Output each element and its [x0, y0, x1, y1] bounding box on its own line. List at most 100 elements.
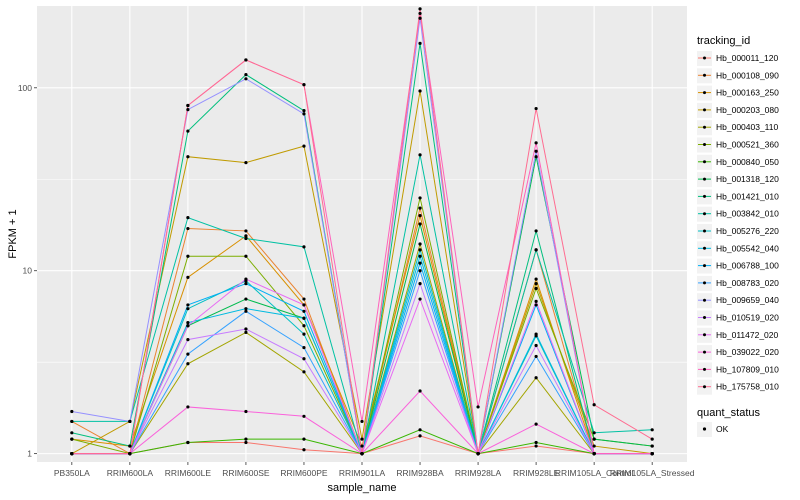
data-point	[418, 261, 422, 265]
legend: tracking_id Hb_000011_120 Hb_000108_090 Hb…	[697, 35, 779, 395]
data-point	[302, 303, 306, 307]
y-axis: 1 10 100	[18, 83, 37, 459]
legend-key	[697, 206, 712, 222]
data-point	[302, 297, 306, 301]
data-point	[650, 428, 654, 432]
legend-label: Hb_000203_080	[716, 105, 779, 115]
data-point	[302, 370, 306, 374]
data-point	[70, 419, 74, 424]
legend-label: Hb_006788_100	[716, 261, 779, 271]
data-point	[186, 307, 190, 311]
data-point	[244, 440, 248, 445]
legend-key	[697, 241, 712, 257]
data-point	[534, 141, 538, 145]
data-point	[302, 245, 306, 249]
y-axis-title: FPKM + 1	[7, 209, 19, 258]
data-point	[418, 214, 422, 218]
legend-key-point	[703, 56, 706, 60]
legend-key	[697, 68, 712, 84]
y-tick-label: 10	[23, 266, 33, 276]
data-point	[418, 297, 422, 301]
data-point	[418, 206, 422, 210]
data-point	[244, 330, 248, 334]
data-point	[70, 452, 74, 456]
data-point	[534, 286, 538, 291]
x-tick-label: RRIM928LE	[513, 468, 560, 478]
data-point	[592, 403, 596, 407]
data-point	[128, 452, 132, 456]
legend-key	[697, 189, 712, 205]
data-point	[534, 422, 538, 426]
data-point	[418, 269, 422, 273]
data-point	[418, 16, 422, 20]
data-point	[302, 357, 306, 361]
x-tick-label: RRIM105LA_Stressed	[610, 468, 695, 478]
data-point	[186, 129, 190, 133]
data-point	[244, 160, 248, 165]
legend-key	[697, 51, 712, 66]
data-point	[302, 316, 306, 320]
data-point	[302, 83, 306, 87]
data-point	[244, 277, 248, 281]
legend2-title: quant_status	[697, 407, 760, 419]
data-point	[244, 282, 248, 286]
data-point	[186, 362, 190, 366]
data-point	[360, 437, 364, 441]
data-point	[128, 419, 132, 424]
data-point	[418, 434, 422, 438]
data-point	[476, 452, 480, 456]
legend-label: Hb_011472_020	[716, 330, 779, 340]
legend-key	[697, 293, 712, 309]
data-point	[534, 444, 538, 448]
data-point	[418, 254, 422, 258]
data-point	[650, 452, 654, 456]
legend-key	[697, 327, 712, 343]
data-point	[418, 389, 422, 393]
y-tick-label: 100	[18, 83, 32, 93]
legend-label: Hb_039022_020	[716, 347, 779, 357]
data-point	[592, 444, 596, 448]
data-point	[418, 196, 422, 200]
data-point	[418, 248, 422, 252]
x-tick-label: RRIM600SE	[222, 468, 270, 478]
legend-label: Hb_000840_050	[716, 157, 779, 167]
data-point	[418, 153, 422, 157]
data-point	[418, 11, 422, 16]
legend-key-point	[703, 298, 706, 302]
legend-label: Hb_175758_010	[716, 382, 779, 392]
data-point	[244, 229, 248, 233]
data-point	[302, 144, 306, 148]
legend-label: Hb_107809_010	[716, 364, 779, 374]
data-point	[186, 405, 190, 409]
data-point	[650, 437, 654, 441]
data-point	[418, 242, 422, 246]
legend2-key-point	[702, 427, 707, 431]
legend-key	[697, 120, 712, 136]
legend-key	[697, 172, 712, 188]
x-tick-label: RRIM600LE	[165, 468, 212, 478]
data-point	[534, 343, 538, 348]
data-point	[186, 338, 190, 342]
legend-key-point	[703, 160, 706, 164]
data-point	[186, 440, 190, 445]
data-point	[128, 444, 132, 448]
data-point	[592, 437, 596, 441]
data-point	[244, 327, 248, 331]
legend-label: Hb_000011_120	[716, 53, 779, 63]
data-point	[302, 332, 306, 336]
data-point	[650, 444, 654, 448]
data-point	[534, 277, 538, 281]
legend-key-point	[703, 367, 706, 371]
data-point	[244, 307, 248, 311]
data-point	[592, 452, 596, 456]
legend-key-point	[703, 333, 706, 337]
data-point	[360, 419, 364, 424]
x-tick-label: RRIM901LA	[339, 468, 386, 478]
legend-key	[697, 137, 712, 153]
legend-label: Hb_010519_020	[716, 313, 779, 323]
data-point	[186, 107, 190, 112]
data-point	[186, 275, 190, 279]
data-point	[534, 282, 538, 286]
legend-key	[697, 224, 712, 239]
data-point	[302, 324, 306, 328]
